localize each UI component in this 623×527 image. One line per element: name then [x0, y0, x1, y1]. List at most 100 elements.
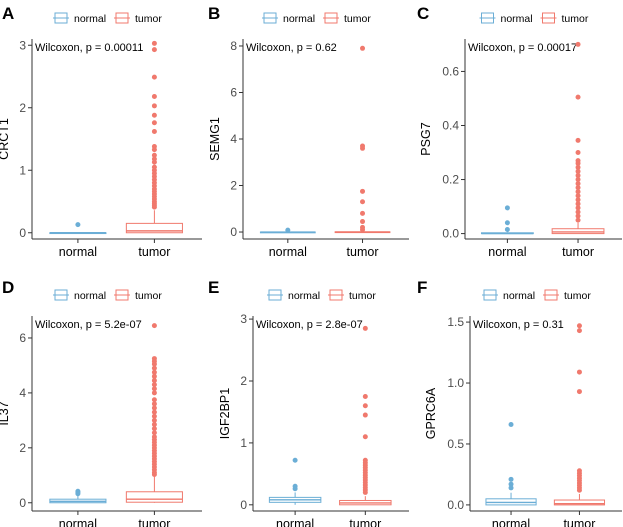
outlier-point	[504, 205, 510, 211]
outlier-point	[504, 227, 510, 233]
y-axis-title: IGF2BP1	[218, 388, 232, 439]
outlier-point	[575, 197, 581, 203]
outlier-point	[151, 40, 157, 46]
outlier-point	[151, 430, 157, 436]
box-iqr	[125, 491, 183, 503]
panel-letter: B	[208, 4, 220, 23]
y-tick-label: 0.2	[442, 173, 459, 187]
panel-letter: F	[417, 278, 427, 297]
outlier-point	[151, 417, 157, 423]
box-normal	[268, 457, 322, 505]
y-tick-label: 0.0	[442, 227, 459, 241]
outlier-point	[575, 168, 581, 174]
outlier-point	[151, 159, 157, 165]
outlier-point	[362, 393, 368, 399]
legend: normal tumor	[267, 289, 376, 302]
outlier-point	[576, 369, 582, 375]
outlier-point	[575, 205, 581, 211]
outlier-point	[575, 213, 581, 219]
outlier-point	[575, 164, 581, 170]
outlier-point	[508, 481, 514, 487]
box-tumor	[334, 45, 391, 234]
x-tick-label-tumor: tumor	[562, 245, 594, 259]
outlier-point	[151, 397, 157, 403]
outlier-point	[575, 189, 581, 195]
y-tick-label: 0	[19, 226, 26, 240]
outlier-point	[360, 227, 366, 233]
box-normal	[49, 222, 107, 235]
y-tick-label: 0.4	[442, 118, 459, 132]
outlier-point	[504, 220, 510, 226]
legend: normal tumor	[53, 12, 162, 25]
wilcoxon-annotation: Wilcoxon, p = 5.2e-07	[35, 319, 142, 331]
wilcoxon-annotation: Wilcoxon, p = 0.62	[246, 42, 337, 54]
outlier-point	[362, 489, 368, 495]
outlier-point	[151, 390, 157, 396]
outlier-point	[576, 389, 582, 395]
y-axis-title: GPRC6A	[424, 387, 438, 439]
legend-key-tumor	[114, 289, 130, 301]
outlier-point	[575, 137, 581, 143]
panel-letter: C	[417, 4, 429, 23]
y-tick-label: 8	[230, 39, 237, 53]
y-tick-label: 1	[240, 436, 247, 450]
x-tick-label-tumor: tumor	[349, 517, 381, 527]
legend-label-tumor: tumor	[349, 290, 376, 302]
legend-key-tumor	[323, 12, 339, 24]
box-tumor	[551, 41, 605, 235]
legend-label-normal: normal	[74, 13, 106, 25]
outlier-point	[360, 210, 366, 216]
box-normal	[480, 205, 534, 235]
outlier-point	[360, 199, 366, 205]
wilcoxon-annotation: Wilcoxon, p = 0.31	[473, 319, 564, 331]
box-normal	[485, 421, 537, 506]
y-tick-label: 0.6	[442, 64, 459, 78]
outlier-point	[362, 403, 368, 409]
outlier-point	[151, 129, 157, 134]
y-axis-title: PSG7	[419, 122, 433, 155]
y-tick-label: 3	[240, 312, 247, 326]
outlier-point	[75, 491, 81, 497]
y-tick-label: 1.0	[447, 376, 464, 390]
y-tick-label: 6	[230, 85, 237, 99]
outlier-point	[362, 412, 368, 418]
box-tumor	[125, 40, 183, 234]
y-axis-title: CRCT1	[0, 118, 11, 160]
outlier-point	[575, 217, 581, 223]
x-tick-label-tumor: tumor	[138, 245, 170, 259]
legend-label-tumor: tumor	[135, 290, 162, 302]
outlier-point	[292, 486, 298, 492]
outlier-point	[360, 219, 366, 225]
outlier-point	[151, 405, 157, 411]
legend: normal tumor	[53, 289, 162, 302]
x-tick-label-tumor: tumor	[563, 517, 595, 527]
outlier-point	[151, 74, 157, 80]
box-tumor	[339, 325, 392, 506]
box-tumor	[125, 323, 183, 503]
outlier-point	[151, 426, 157, 432]
x-tick-label-tumor: tumor	[138, 517, 170, 527]
y-tick-label: 4	[230, 132, 237, 146]
panel-letter: A	[2, 4, 14, 23]
outlier-point	[575, 177, 581, 183]
outlier-point	[576, 328, 582, 334]
wilcoxon-annotation: Wilcoxon, p = 2.8e-07	[256, 319, 363, 331]
box-iqr	[551, 228, 605, 235]
outlier-point	[508, 421, 514, 427]
y-tick-label: 1	[19, 163, 26, 177]
legend-key-normal	[479, 12, 496, 24]
y-tick-label: 0.5	[447, 437, 464, 451]
y-tick-label: 4	[19, 386, 26, 400]
x-tick-label-normal: normal	[269, 245, 307, 259]
y-tick-label: 2	[19, 101, 26, 115]
y-tick-label: 0	[230, 225, 237, 239]
outlier-point	[575, 209, 581, 215]
y-tick-label: 2	[19, 441, 26, 455]
legend-label-normal: normal	[283, 13, 315, 25]
outlier-point	[360, 188, 366, 194]
y-tick-label: 6	[19, 331, 26, 345]
